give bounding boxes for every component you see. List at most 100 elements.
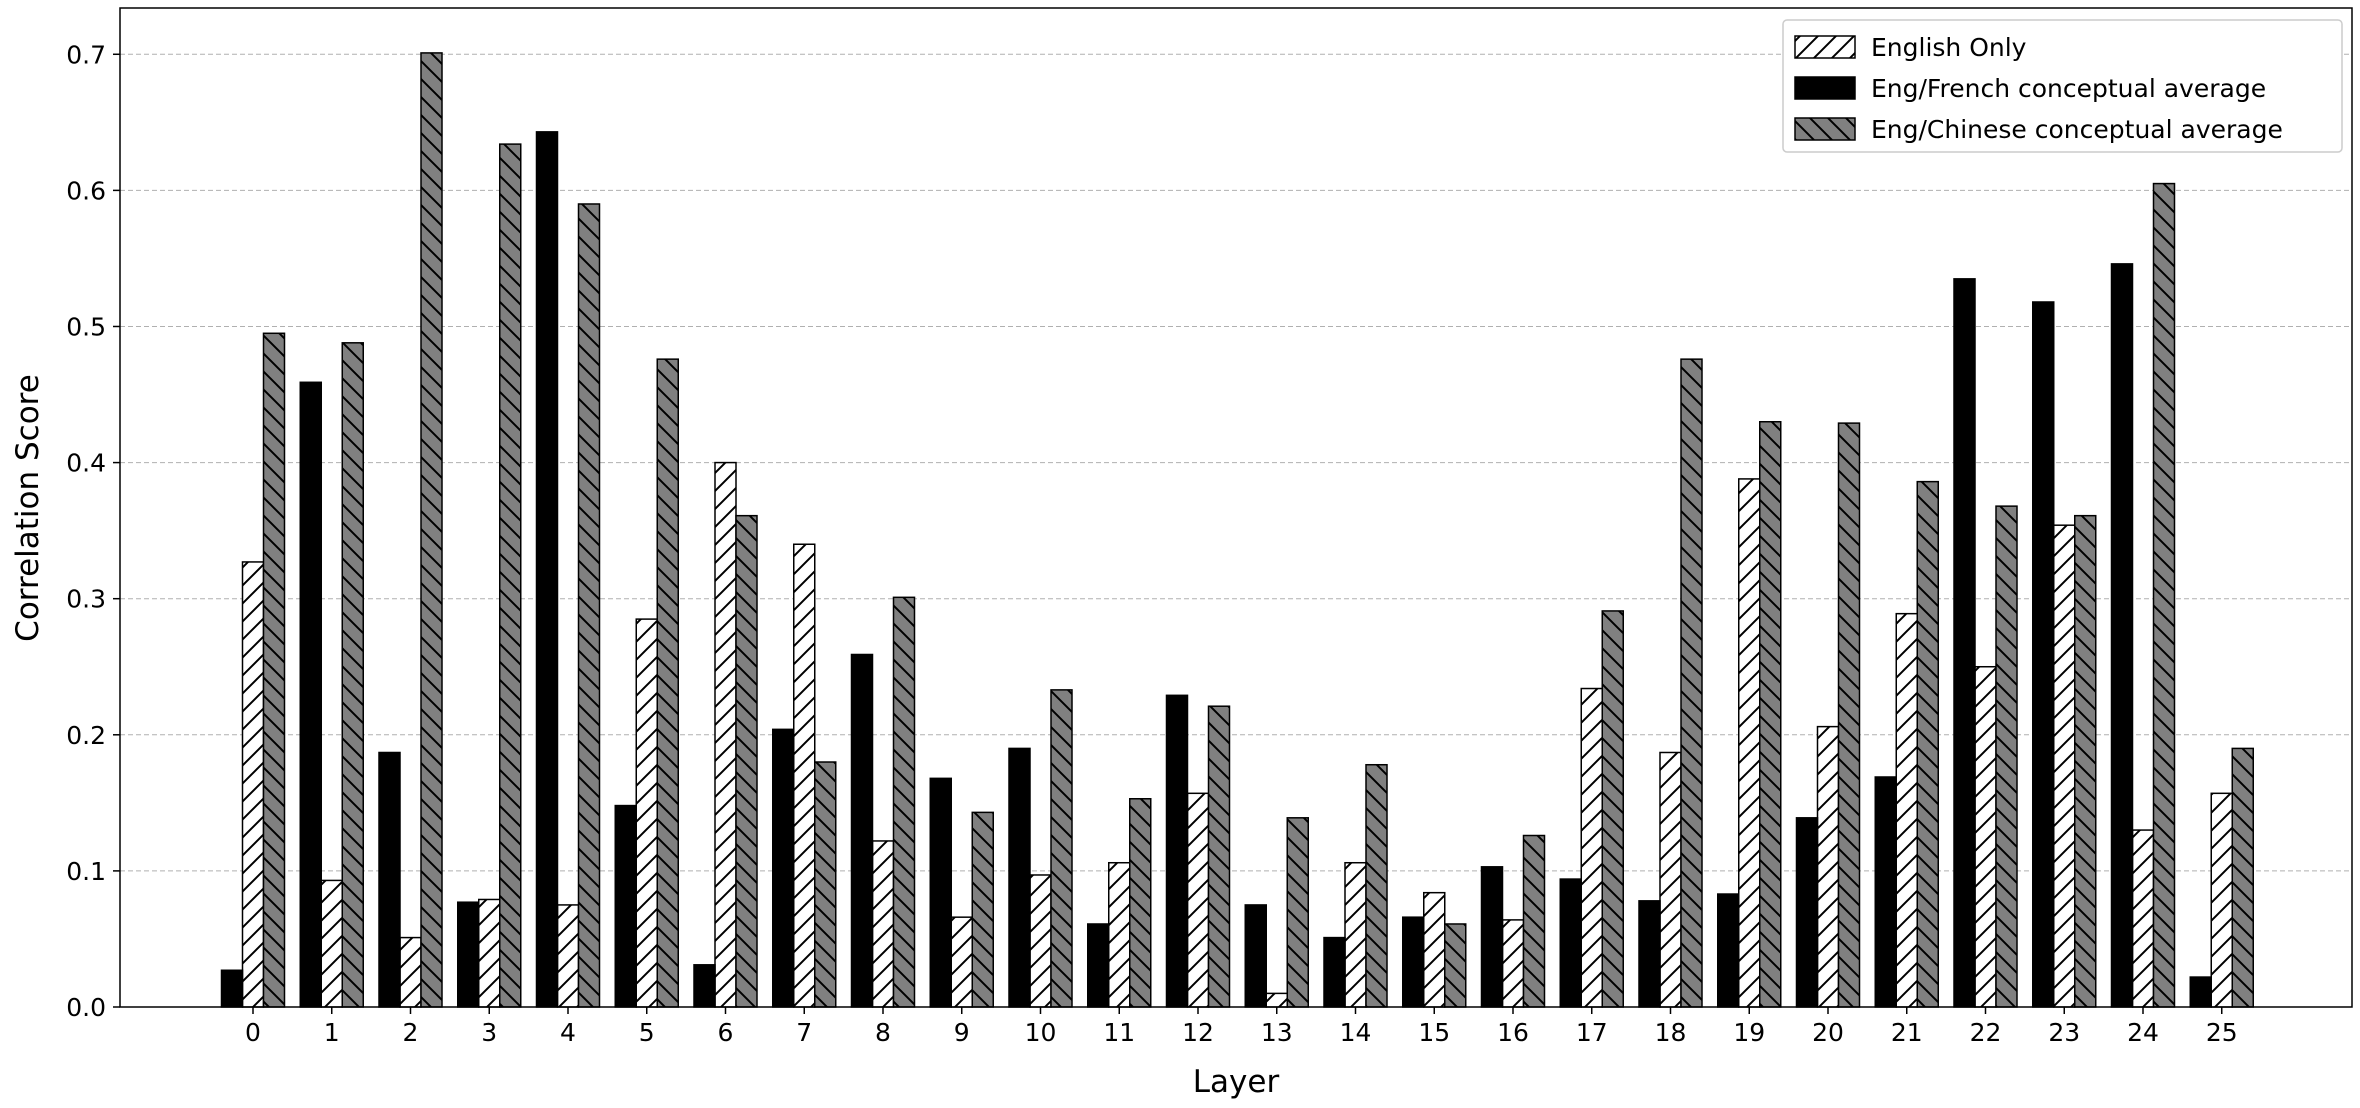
x-tick-label: 6 [718, 1018, 734, 1047]
bar [929, 777, 952, 1008]
bar-hatch [636, 619, 658, 1007]
bar-fill [930, 778, 952, 1007]
bar-hatch [1287, 817, 1309, 1007]
bar-fill [851, 654, 873, 1007]
bar [1087, 923, 1110, 1008]
bar [1953, 278, 1976, 1008]
bar [1244, 904, 1267, 1008]
bar-hatch [2232, 748, 2254, 1007]
bar-hatch [1266, 993, 1288, 1007]
bar-hatch [1996, 506, 2017, 1007]
bar [1365, 763, 1388, 1008]
bar [1265, 992, 1288, 1008]
bar-fill [694, 964, 715, 1007]
bar-fill [379, 752, 400, 1007]
x-tick-label: 20 [1812, 1018, 1844, 1047]
bar-hatch [893, 597, 915, 1007]
bar-hatch [1817, 726, 1839, 1007]
bar [1680, 358, 1703, 1008]
legend-swatch-hatch [1795, 36, 1855, 58]
x-tick-label: 24 [2127, 1018, 2159, 1047]
bar [262, 332, 286, 1008]
bar [2189, 976, 2212, 1008]
legend-label: Eng/French conceptual average [1871, 74, 2266, 103]
bar [1659, 751, 1682, 1008]
bar-hatch [400, 937, 421, 1007]
bar-fill [300, 382, 322, 1007]
x-tick-label: 7 [796, 1018, 812, 1047]
bar [1050, 689, 1073, 1008]
x-tick-label: 9 [954, 1018, 970, 1047]
bar [320, 879, 343, 1008]
bar-hatch [1838, 423, 1860, 1007]
bar [457, 901, 480, 1008]
bar [1480, 866, 1504, 1008]
bar-fill [2190, 977, 2212, 1007]
x-tick-label: 19 [1733, 1018, 1765, 1047]
bar [420, 52, 443, 1008]
bar-hatch [578, 203, 600, 1007]
x-tick-label: 0 [245, 1018, 261, 1047]
bar [693, 964, 716, 1008]
bar [1423, 891, 1446, 1008]
x-tick-label: 5 [639, 1018, 655, 1047]
bar [714, 461, 737, 1008]
x-tick-label: 14 [1340, 1018, 1372, 1047]
x-tick-label: 12 [1182, 1018, 1214, 1047]
bar [1717, 893, 1740, 1008]
bar-hatch [2153, 183, 2175, 1008]
bar-hatch [2211, 793, 2233, 1007]
x-tick-label: 22 [1970, 1018, 2002, 1047]
bar-hatch [263, 333, 285, 1007]
bar-hatch [499, 144, 521, 1008]
bar-fill [1166, 695, 1188, 1007]
bar-hatch [1660, 752, 1681, 1007]
bar [1601, 610, 1624, 1008]
bar-fill [1324, 937, 1345, 1007]
bar-hatch [321, 880, 343, 1007]
y-tick-label: 0.0 [66, 993, 106, 1022]
bar-hatch [1896, 613, 1918, 1007]
plot-frame [119, 7, 2353, 1008]
bar-hatch [2074, 515, 2096, 1007]
bar [341, 342, 364, 1008]
x-tick-label: 4 [560, 1018, 576, 1047]
bar [1108, 861, 1131, 1008]
bar-hatch [715, 462, 736, 1008]
bar [1638, 900, 1661, 1008]
x-tick-label: 2 [403, 1018, 419, 1047]
x-tick-label: 21 [1891, 1018, 1923, 1047]
bar-hatch [972, 812, 994, 1007]
bar [1286, 817, 1309, 1008]
legend-label: English Only [1871, 33, 2027, 62]
bar [1795, 817, 1819, 1008]
bar-hatch [1208, 706, 1230, 1007]
bar [1029, 874, 1052, 1008]
bar [299, 381, 322, 1008]
x-tick-label: 15 [1418, 1018, 1450, 1047]
bar [2231, 747, 2254, 1008]
legend-swatch [1795, 77, 1855, 99]
bar [1580, 687, 1603, 1008]
bar-fill [1009, 748, 1030, 1007]
bar [635, 618, 658, 1008]
bar-fill [1796, 817, 1818, 1007]
bar-hatch [872, 840, 894, 1007]
bar [499, 143, 522, 1008]
bar-fill [1481, 866, 1503, 1007]
bar-hatch [557, 904, 579, 1007]
bar [2131, 829, 2155, 1008]
bar [850, 653, 874, 1008]
bar [2110, 263, 2134, 1008]
bar [1974, 665, 1997, 1008]
bar-hatch [1917, 481, 1939, 1007]
y-tick-label: 0.3 [66, 585, 106, 614]
bar-fill [1954, 278, 1975, 1007]
bar-fill [615, 805, 637, 1007]
bar [735, 514, 758, 1008]
x-axis-label: Layer [1193, 1064, 1280, 1100]
bar [793, 543, 816, 1008]
bar [2074, 514, 2097, 1008]
bar-hatch [1681, 359, 1702, 1008]
